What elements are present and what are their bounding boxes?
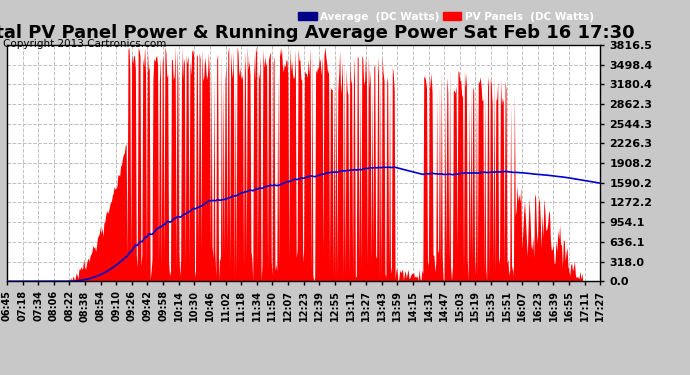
Text: Copyright 2013 Cartronics.com: Copyright 2013 Cartronics.com bbox=[3, 39, 167, 50]
Title: Total PV Panel Power & Running Average Power Sat Feb 16 17:30: Total PV Panel Power & Running Average P… bbox=[0, 24, 634, 42]
Legend: Average  (DC Watts), PV Panels  (DC Watts): Average (DC Watts), PV Panels (DC Watts) bbox=[297, 10, 595, 23]
